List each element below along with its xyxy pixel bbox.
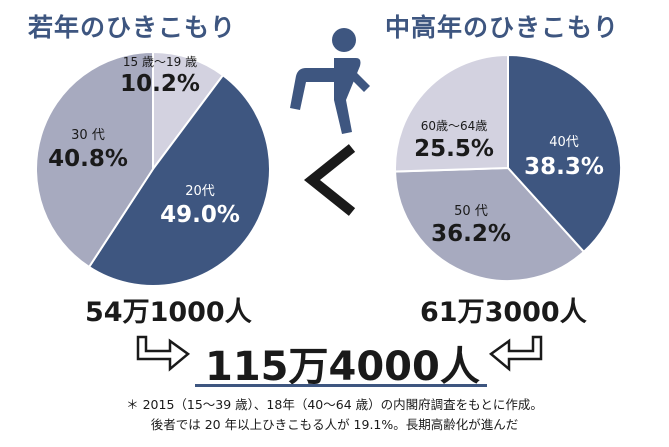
pie-slice xyxy=(394,53,509,173)
pie-slice-value: 38.3% xyxy=(524,154,604,180)
sitting-person-icon xyxy=(290,28,370,134)
arrow-left-icon xyxy=(488,335,543,372)
pie-slice xyxy=(87,73,271,287)
chart-title-young: 若年のひきこもり xyxy=(28,13,237,42)
total-young: 54万1000人 xyxy=(85,297,252,328)
pie-slice-value: 36.2% xyxy=(431,221,511,247)
pie-slice-label: 40代 xyxy=(549,135,579,150)
pie-slice-label: 20代 xyxy=(185,184,215,199)
grand-total-underline xyxy=(195,384,487,387)
footnote-line-2: 後者では 20 年以上ひきこもる人が 19.1%。長期高齢化が進んだ xyxy=(150,417,519,432)
footnote-line-1: ＊ 2015（15〜39 歳）、18年（40〜64 歳）の内閣府調査をもとに作成… xyxy=(126,397,543,412)
pie-slice-label: 50 代 xyxy=(454,204,488,219)
pie-slice-label: 15 歳〜19 歳 xyxy=(123,55,197,69)
pie-chart-middle-aged: 40代 38.3% 50 代 36.2% 60歳〜64歳 25.5% xyxy=(394,53,622,282)
pie-slice-label: 60歳〜64歳 xyxy=(421,119,488,133)
pie-slice-value: 10.2% xyxy=(120,71,200,97)
pie-slice-value: 40.8% xyxy=(48,146,128,172)
pie-slice xyxy=(507,53,622,254)
pie-slice xyxy=(35,50,154,269)
pie-slice-value: 49.0% xyxy=(160,202,240,228)
arrow-right-icon xyxy=(136,335,191,372)
grand-total: 115万4000人 xyxy=(205,344,480,390)
total-middle-aged: 61万3000人 xyxy=(420,297,587,328)
pie-slice-value: 25.5% xyxy=(414,136,494,162)
pie-slice xyxy=(152,50,225,173)
pie-slice-label: 30 代 xyxy=(71,128,105,143)
pie-chart-young: 15 歳〜19 歳 10.2% 20代 49.0% 30 代 40.8% xyxy=(35,50,271,287)
chart-title-middle-aged: 中高年のひきこもり xyxy=(385,13,620,42)
less-than-icon xyxy=(303,144,356,216)
pie-slice xyxy=(394,166,586,282)
